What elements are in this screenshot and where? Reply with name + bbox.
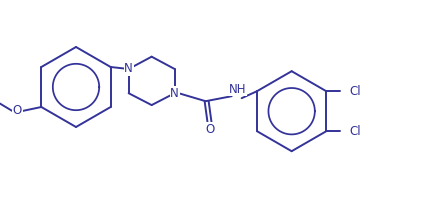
Text: N: N <box>124 63 133 75</box>
Text: N: N <box>170 87 179 100</box>
Text: Cl: Cl <box>350 125 361 138</box>
Text: O: O <box>13 105 22 117</box>
Text: Cl: Cl <box>350 85 361 98</box>
Text: O: O <box>205 123 214 136</box>
Text: NH: NH <box>229 83 246 96</box>
